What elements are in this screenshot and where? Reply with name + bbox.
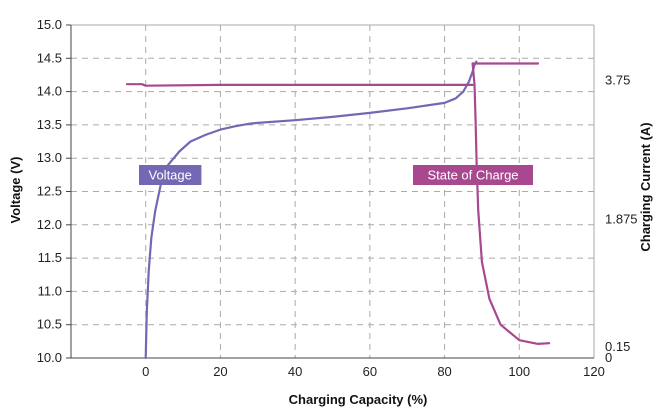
- y-tick-label: 13.0: [37, 150, 62, 165]
- y-tick-label: 11.5: [38, 250, 62, 265]
- voltage-series-tag-text: Voltage: [149, 168, 192, 183]
- grid-layer: [71, 25, 594, 358]
- x-axis-title: Charging Capacity (%): [289, 392, 428, 407]
- y2-tick-label: 1.875: [605, 211, 638, 226]
- state-of-charge-series-tag-text: State of Charge: [427, 168, 518, 183]
- series-line-voltage: [144, 60, 478, 360]
- tags-layer: Voltage State of Charge: [139, 165, 533, 185]
- x-tick-label: 80: [437, 364, 451, 379]
- y-tick-label: 14.5: [37, 50, 62, 65]
- y-axis-title: Voltage (V): [8, 157, 23, 224]
- series-layer: [125, 60, 551, 360]
- x-tick-label: 60: [363, 364, 377, 379]
- y-tick-label: 15.0: [37, 17, 62, 32]
- voltage-series-tag: Voltage: [139, 165, 202, 185]
- y2-axis-title: Charging Current (A): [638, 122, 653, 251]
- state-of-charge-series-tag-box: [413, 165, 533, 185]
- y-tick-label: 12.5: [37, 184, 62, 199]
- y-tick-label: 10.0: [37, 350, 62, 365]
- x-tick-label: 40: [288, 364, 302, 379]
- x-tick-label: 100: [508, 364, 530, 379]
- y-tick-label: 14.0: [37, 84, 62, 99]
- x-tick-label: 0: [142, 364, 149, 379]
- x-tick-label: 20: [213, 364, 227, 379]
- ticks-layer: 0 20 40 60 80 100 120 10.0 10.5 11.0 11.5 12.0 12.5 1…: [37, 17, 638, 379]
- state-of-charge-series-tag: State of Charge: [413, 165, 533, 185]
- y-tick-label: 10.5: [37, 317, 62, 332]
- y2-tick-label: 0.15: [605, 339, 630, 354]
- series-line-state-of-charge: [125, 83, 474, 87]
- y-tick-label: 11.0: [38, 283, 62, 298]
- series-line-state-of-charge: [471, 62, 551, 345]
- y-tick-label: 12.0: [37, 217, 62, 232]
- y-tick-label: 13.5: [37, 117, 62, 132]
- y2-tick-label: 3.75: [605, 73, 630, 88]
- voltage-series-tag-box: [139, 165, 202, 185]
- x-tick-label: 120: [583, 364, 605, 379]
- axes-layer: [66, 24, 595, 359]
- y2-tick-label: 0: [605, 350, 612, 365]
